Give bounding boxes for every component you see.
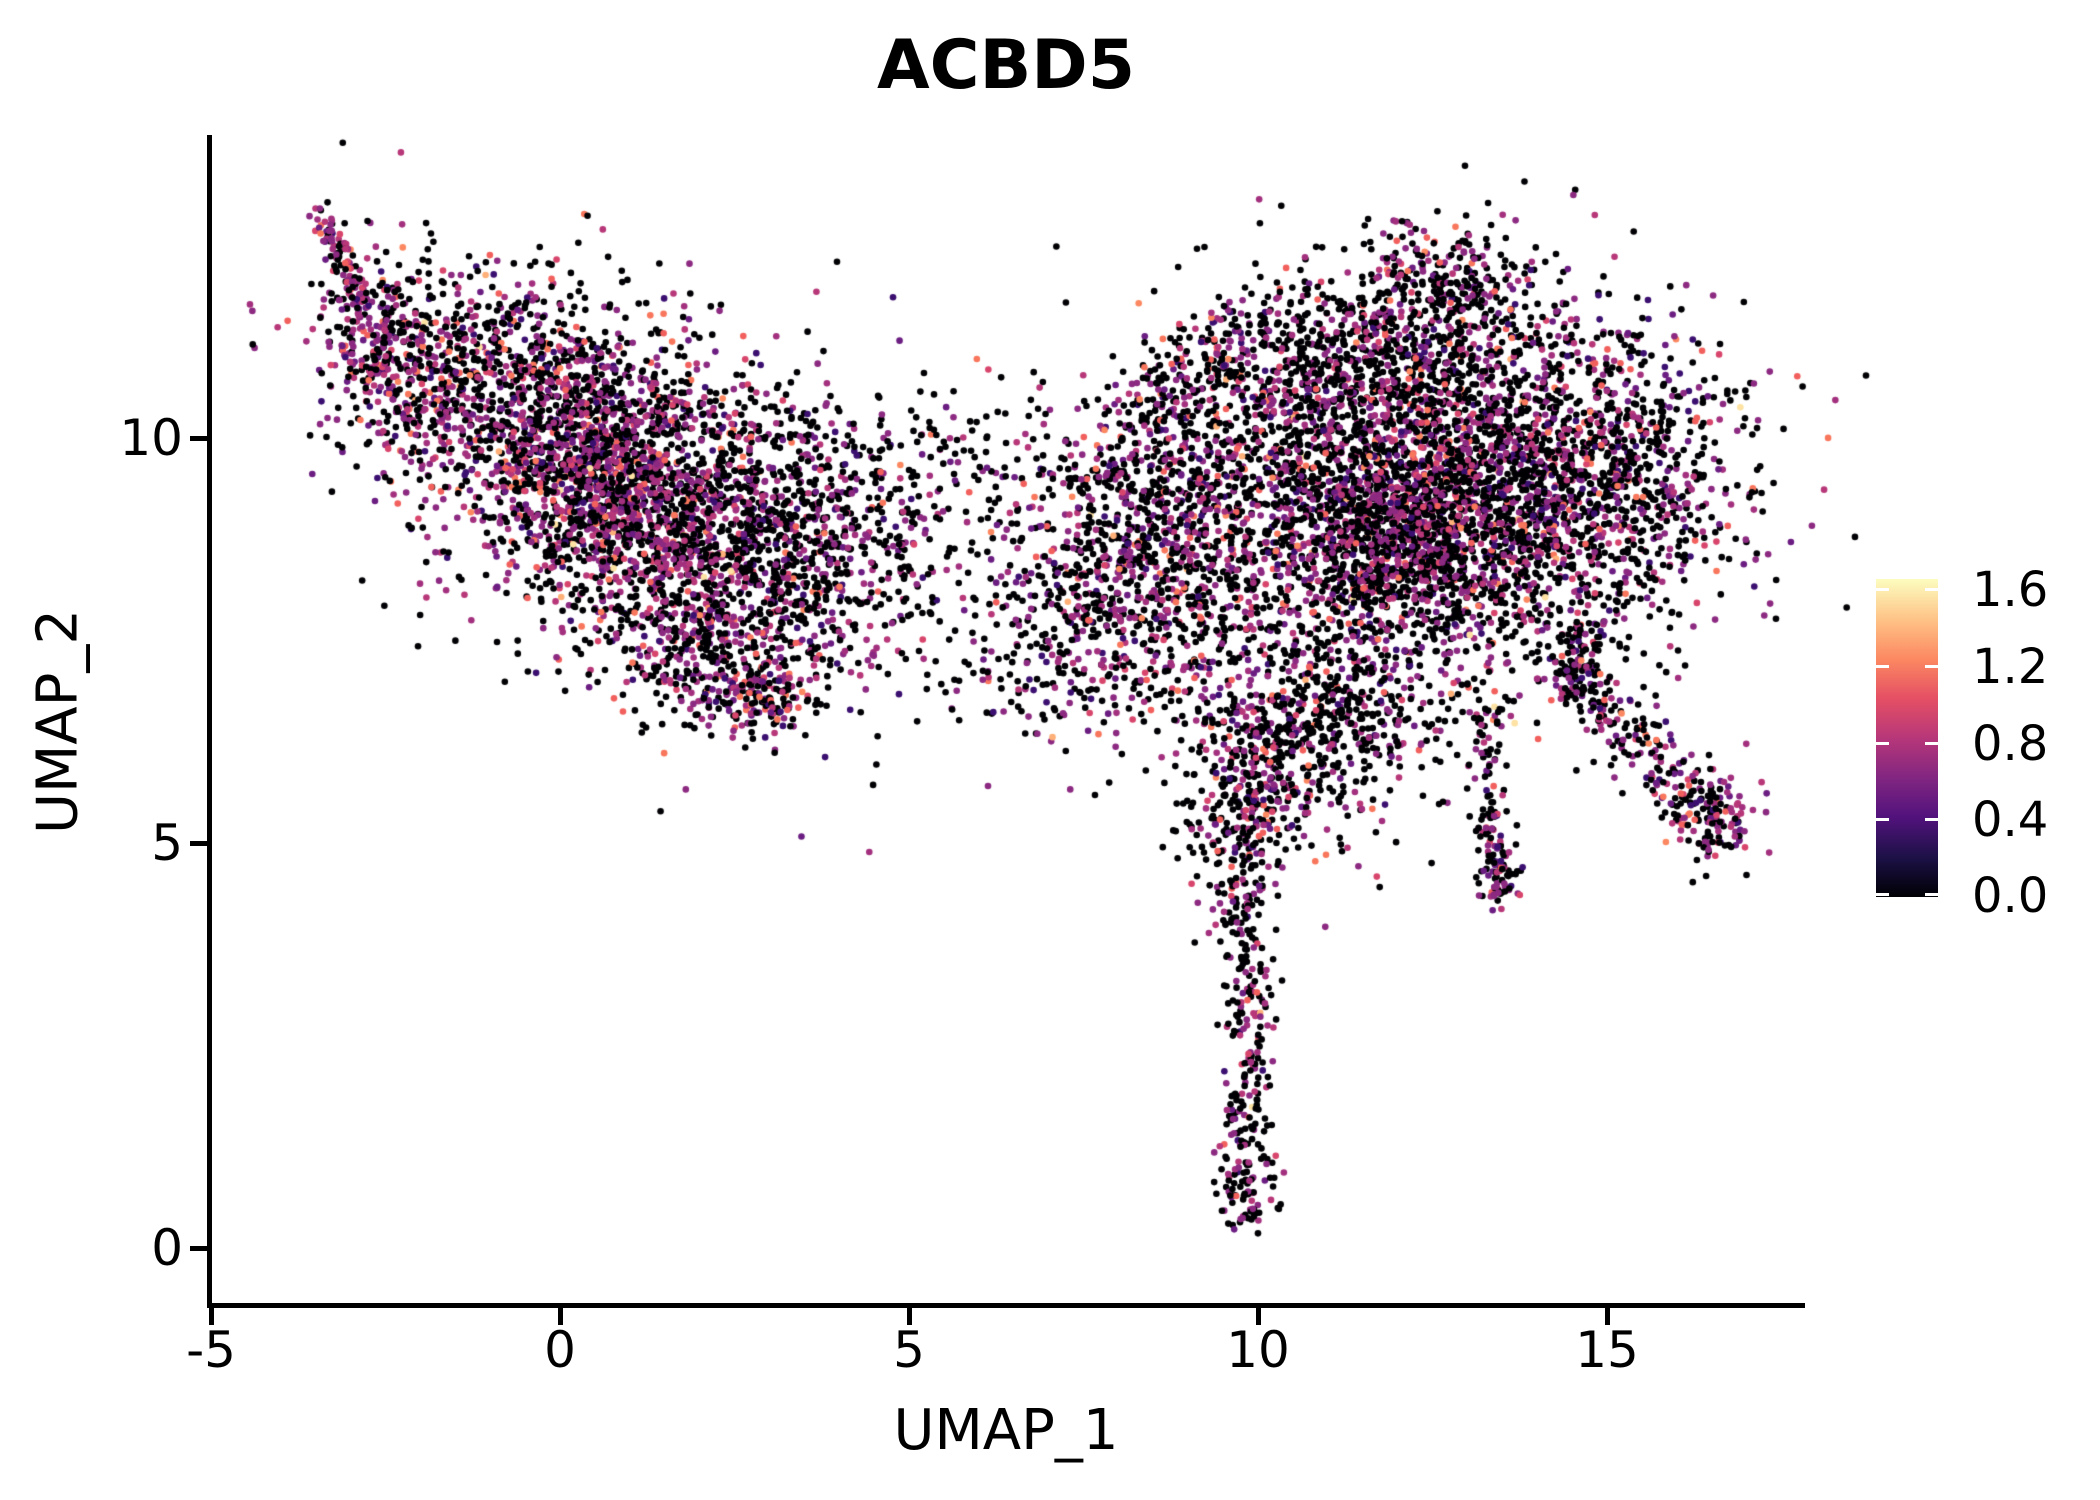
- colorbar-tick-mark: [1876, 818, 1889, 821]
- x-tick-mark: [558, 1308, 563, 1325]
- y-axis-label: UMAP_2: [25, 609, 91, 835]
- colorbar-tick-mark: [1925, 588, 1938, 591]
- y-tick-mark: [190, 1246, 207, 1251]
- x-tick-label: 15: [1575, 1321, 1639, 1379]
- x-tick-label: -5: [186, 1321, 236, 1379]
- colorbar-tick-mark: [1876, 588, 1889, 591]
- colorbar-tick-mark: [1876, 742, 1889, 745]
- colorbar-tick-mark: [1925, 665, 1938, 668]
- x-tick-label: 5: [893, 1321, 925, 1379]
- colorbar-label: 0.4: [1972, 792, 2049, 848]
- x-axis-line: [207, 1303, 1805, 1308]
- plot-title: ACBD5: [876, 26, 1136, 105]
- colorbar-label: 0.8: [1972, 716, 2049, 772]
- colorbar-tick-mark: [1876, 893, 1889, 896]
- x-tick-mark: [1256, 1308, 1261, 1325]
- colorbar-tick-mark: [1925, 893, 1938, 896]
- y-tick-mark: [190, 436, 207, 441]
- y-tick-label: 10: [119, 409, 183, 467]
- y-tick-mark: [190, 841, 207, 846]
- colorbar-tick-mark: [1925, 818, 1938, 821]
- colorbar-label: 1.2: [1972, 639, 2049, 695]
- y-tick-label: 0: [151, 1219, 183, 1277]
- colorbar-tick-mark: [1876, 665, 1889, 668]
- x-tick-label: 10: [1226, 1321, 1290, 1379]
- y-tick-label: 5: [151, 814, 183, 872]
- x-tick-mark: [209, 1308, 214, 1325]
- colorbar-label: 1.6: [1972, 562, 2049, 618]
- x-tick-mark: [1605, 1308, 1610, 1325]
- y-axis-line: [207, 135, 212, 1308]
- x-axis-label: UMAP_1: [893, 1398, 1119, 1463]
- x-tick-label: 0: [544, 1321, 576, 1379]
- x-tick-mark: [907, 1308, 912, 1325]
- colorbar-tick-mark: [1925, 742, 1938, 745]
- colorbar-label: 0.0: [1972, 868, 2049, 924]
- colorbar-gradient: [1876, 579, 1938, 897]
